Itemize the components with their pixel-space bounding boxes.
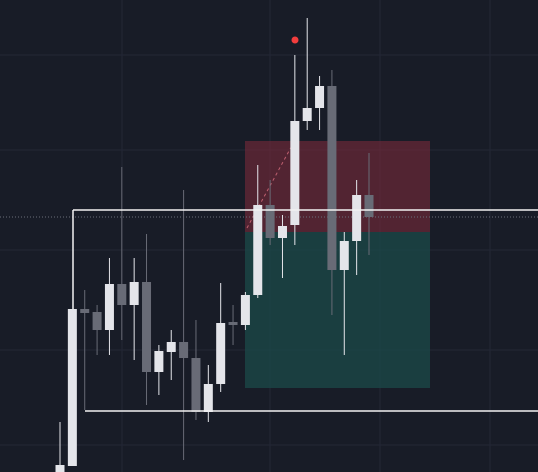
candle-body	[104, 284, 114, 330]
candle-body	[55, 465, 65, 472]
candle-body	[228, 322, 238, 325]
candle-body	[327, 86, 337, 270]
candle-body	[216, 323, 226, 384]
signal-dot	[291, 36, 299, 44]
candle-body	[92, 312, 102, 330]
candle-body	[352, 195, 362, 241]
trend-line	[246, 139, 296, 229]
candle-body	[203, 384, 213, 412]
target-zone	[245, 232, 430, 388]
candle-body	[67, 309, 77, 466]
candle-body	[302, 108, 312, 121]
candle-body	[240, 295, 250, 325]
candle-body	[290, 121, 300, 225]
candle-body	[154, 351, 164, 372]
candle-body	[117, 284, 127, 305]
candle-body	[277, 226, 287, 238]
candle-body	[253, 205, 263, 295]
candle-body	[265, 205, 275, 238]
candle-body	[80, 309, 90, 313]
candle-body	[166, 342, 176, 352]
candle-body	[339, 241, 349, 270]
candle-body	[142, 282, 152, 372]
candle-body	[364, 195, 374, 217]
candles	[55, 18, 374, 472]
range-box	[72, 209, 538, 412]
candle-body	[315, 86, 325, 108]
candle-body	[179, 342, 189, 358]
candle-body	[191, 358, 201, 412]
candle-body	[129, 282, 139, 305]
